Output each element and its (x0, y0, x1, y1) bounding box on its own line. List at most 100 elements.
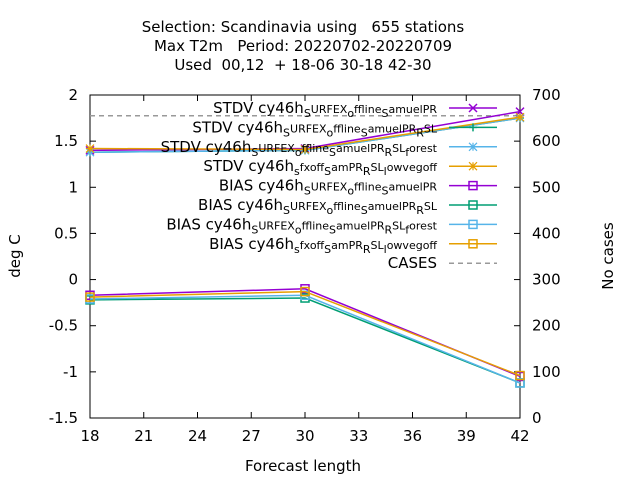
series-line (89, 294, 521, 384)
legend-label-part: URFEX (290, 200, 327, 213)
legend-label-part: S (329, 146, 336, 159)
legend-label: BIAS cy46hsfxoffSamPRRSLlowvegoff (209, 235, 437, 256)
y2-tick-label: 300 (532, 271, 561, 289)
legend-label-part: f (405, 223, 410, 236)
legend-label-part: o (295, 223, 302, 236)
legend-label-part: orest (409, 142, 438, 155)
legend-swatch-marker (468, 219, 478, 230)
legend-label: STDV cy46hsfxoffSamPRRSLlowvegoff (203, 157, 437, 178)
legend-label-part: s (294, 243, 300, 256)
y2-tick-label: 500 (532, 178, 561, 196)
data-point (515, 370, 525, 381)
legend-label-part: SL (424, 122, 438, 135)
legend-label: CASES (388, 254, 437, 272)
legend-label-part: owvegoff (387, 239, 438, 252)
legend-label-part: S (324, 243, 331, 256)
legend-swatch-marker (469, 123, 477, 132)
legend-label-part: amuelPR (336, 142, 385, 155)
legend-label-part: SL (371, 161, 385, 174)
legend-label-part: ffline (302, 219, 330, 232)
legend-label-part: l (384, 243, 387, 256)
legend-label-part: amuelPR (336, 219, 385, 232)
x-axis-label: Forecast length (245, 457, 361, 475)
legend-label: STDV cy46hSURFEXofflineSamuelPRRSL (192, 118, 438, 139)
legend-swatch-marker (468, 200, 478, 210)
series-line (89, 290, 521, 377)
x-tick-label: 33 (349, 427, 368, 445)
legend-swatch-marker (468, 142, 478, 152)
legend-label-part: o (347, 107, 354, 120)
legend-label-part: ffline (354, 181, 382, 194)
legend-label-part: SL (371, 239, 385, 252)
y2-tick-label: 700 (532, 86, 561, 104)
legend-label-part: BIAS cy46h (219, 177, 304, 195)
data-point (85, 144, 95, 153)
legend-label-part: STDV cy46h (161, 138, 252, 156)
legend-entry: STDV cy46hSURFEXofflineSamuelPR (213, 99, 497, 120)
legend-label: BIAS cy46hSURFEXofflineSamuelPRRSLforest (166, 215, 437, 236)
legend-entry: STDV cy46hSURFEXofflineSamuelPRRSL (192, 118, 497, 139)
legend-label-part: URFEX (290, 122, 327, 135)
y-tick-label: -1 (63, 363, 78, 381)
legend-label-part: ffline (354, 103, 382, 116)
chart-title: Selection: Scandinavia using 655 station… (142, 18, 465, 74)
y-tick-label: 0 (68, 271, 78, 289)
legend-label-part: S (381, 107, 388, 120)
legend-label-part: amuelPR (388, 103, 437, 116)
x-tick-label: 42 (510, 427, 529, 445)
legend-label-part: CASES (388, 254, 437, 272)
y-tick-label: 0.5 (54, 224, 78, 242)
legend-label-part: o (327, 204, 334, 217)
legend-entry: BIAS cy46hSURFEXofflineSamuelPR (219, 177, 497, 198)
y2-tick-label: 200 (532, 317, 561, 335)
series-layer (85, 107, 525, 388)
legend-label-part: fxoff (300, 161, 325, 174)
y-tick-label: 1.5 (54, 132, 78, 150)
legend-label-part: f (405, 146, 410, 159)
data-point (85, 292, 95, 302)
legend-entry: BIAS cy46hSURFEXofflineSamuelPRRSL (198, 196, 497, 217)
legend-label-part: S (361, 204, 368, 217)
data-point (300, 145, 310, 154)
legend-entry: BIAS cy46hsfxoffSamPRRSLlowvegoff (209, 235, 497, 256)
legend-label-part: URFEX (311, 181, 348, 194)
legend-label-part: o (327, 126, 334, 139)
legend-label-part: SL (424, 200, 438, 213)
legend-label-part: S (381, 185, 388, 198)
y-axis-label: deg C (6, 234, 24, 278)
legend-label-part: S (283, 204, 290, 217)
legend-label-part: S (329, 223, 336, 236)
y2-tick-label: 400 (532, 224, 561, 242)
x-tick-label: 36 (403, 427, 422, 445)
legend-label-part: fxoff (300, 239, 325, 252)
legend-label-part: amuelPR (368, 122, 417, 135)
title-line: Used 00,12 + 18-06 30-18 42-30 (174, 56, 431, 74)
legend-label-part: STDV cy46h (213, 99, 304, 117)
legend-label-part: URFEX (258, 219, 295, 232)
legend-label: BIAS cy46hSURFEXofflineSamuelPR (219, 177, 438, 198)
title-line: Selection: Scandinavia using 655 station… (142, 18, 465, 36)
x-tick-label: 27 (242, 427, 261, 445)
legend-label-part: R (363, 243, 371, 256)
legend-label-part: ffline (302, 142, 330, 155)
legend-label-part: orest (409, 219, 438, 232)
legend-label: STDV cy46hSURFEXofflineSamuelPR (213, 99, 437, 120)
legend-label-part: STDV cy46h (203, 157, 294, 175)
legend-label-part: S (304, 107, 311, 120)
data-point (515, 112, 525, 122)
legend-label-part: R (363, 165, 371, 178)
legend-label-part: amuelPR (388, 181, 437, 194)
legend-swatch-marker (468, 161, 478, 171)
legend-label-part: l (384, 165, 387, 178)
legend-label-part: SL (392, 142, 406, 155)
y2-tick-label: 100 (532, 363, 561, 381)
y-tick-label: -1.5 (49, 409, 78, 427)
y2-axis-label: No cases (599, 222, 617, 290)
legend-label-part: ffline (333, 200, 361, 213)
legend-label-part: S (251, 146, 258, 159)
x-tick-label: 24 (188, 427, 207, 445)
legend-label-part: S (361, 126, 368, 139)
title-line: Max T2m Period: 20220702-20220709 (154, 37, 452, 55)
